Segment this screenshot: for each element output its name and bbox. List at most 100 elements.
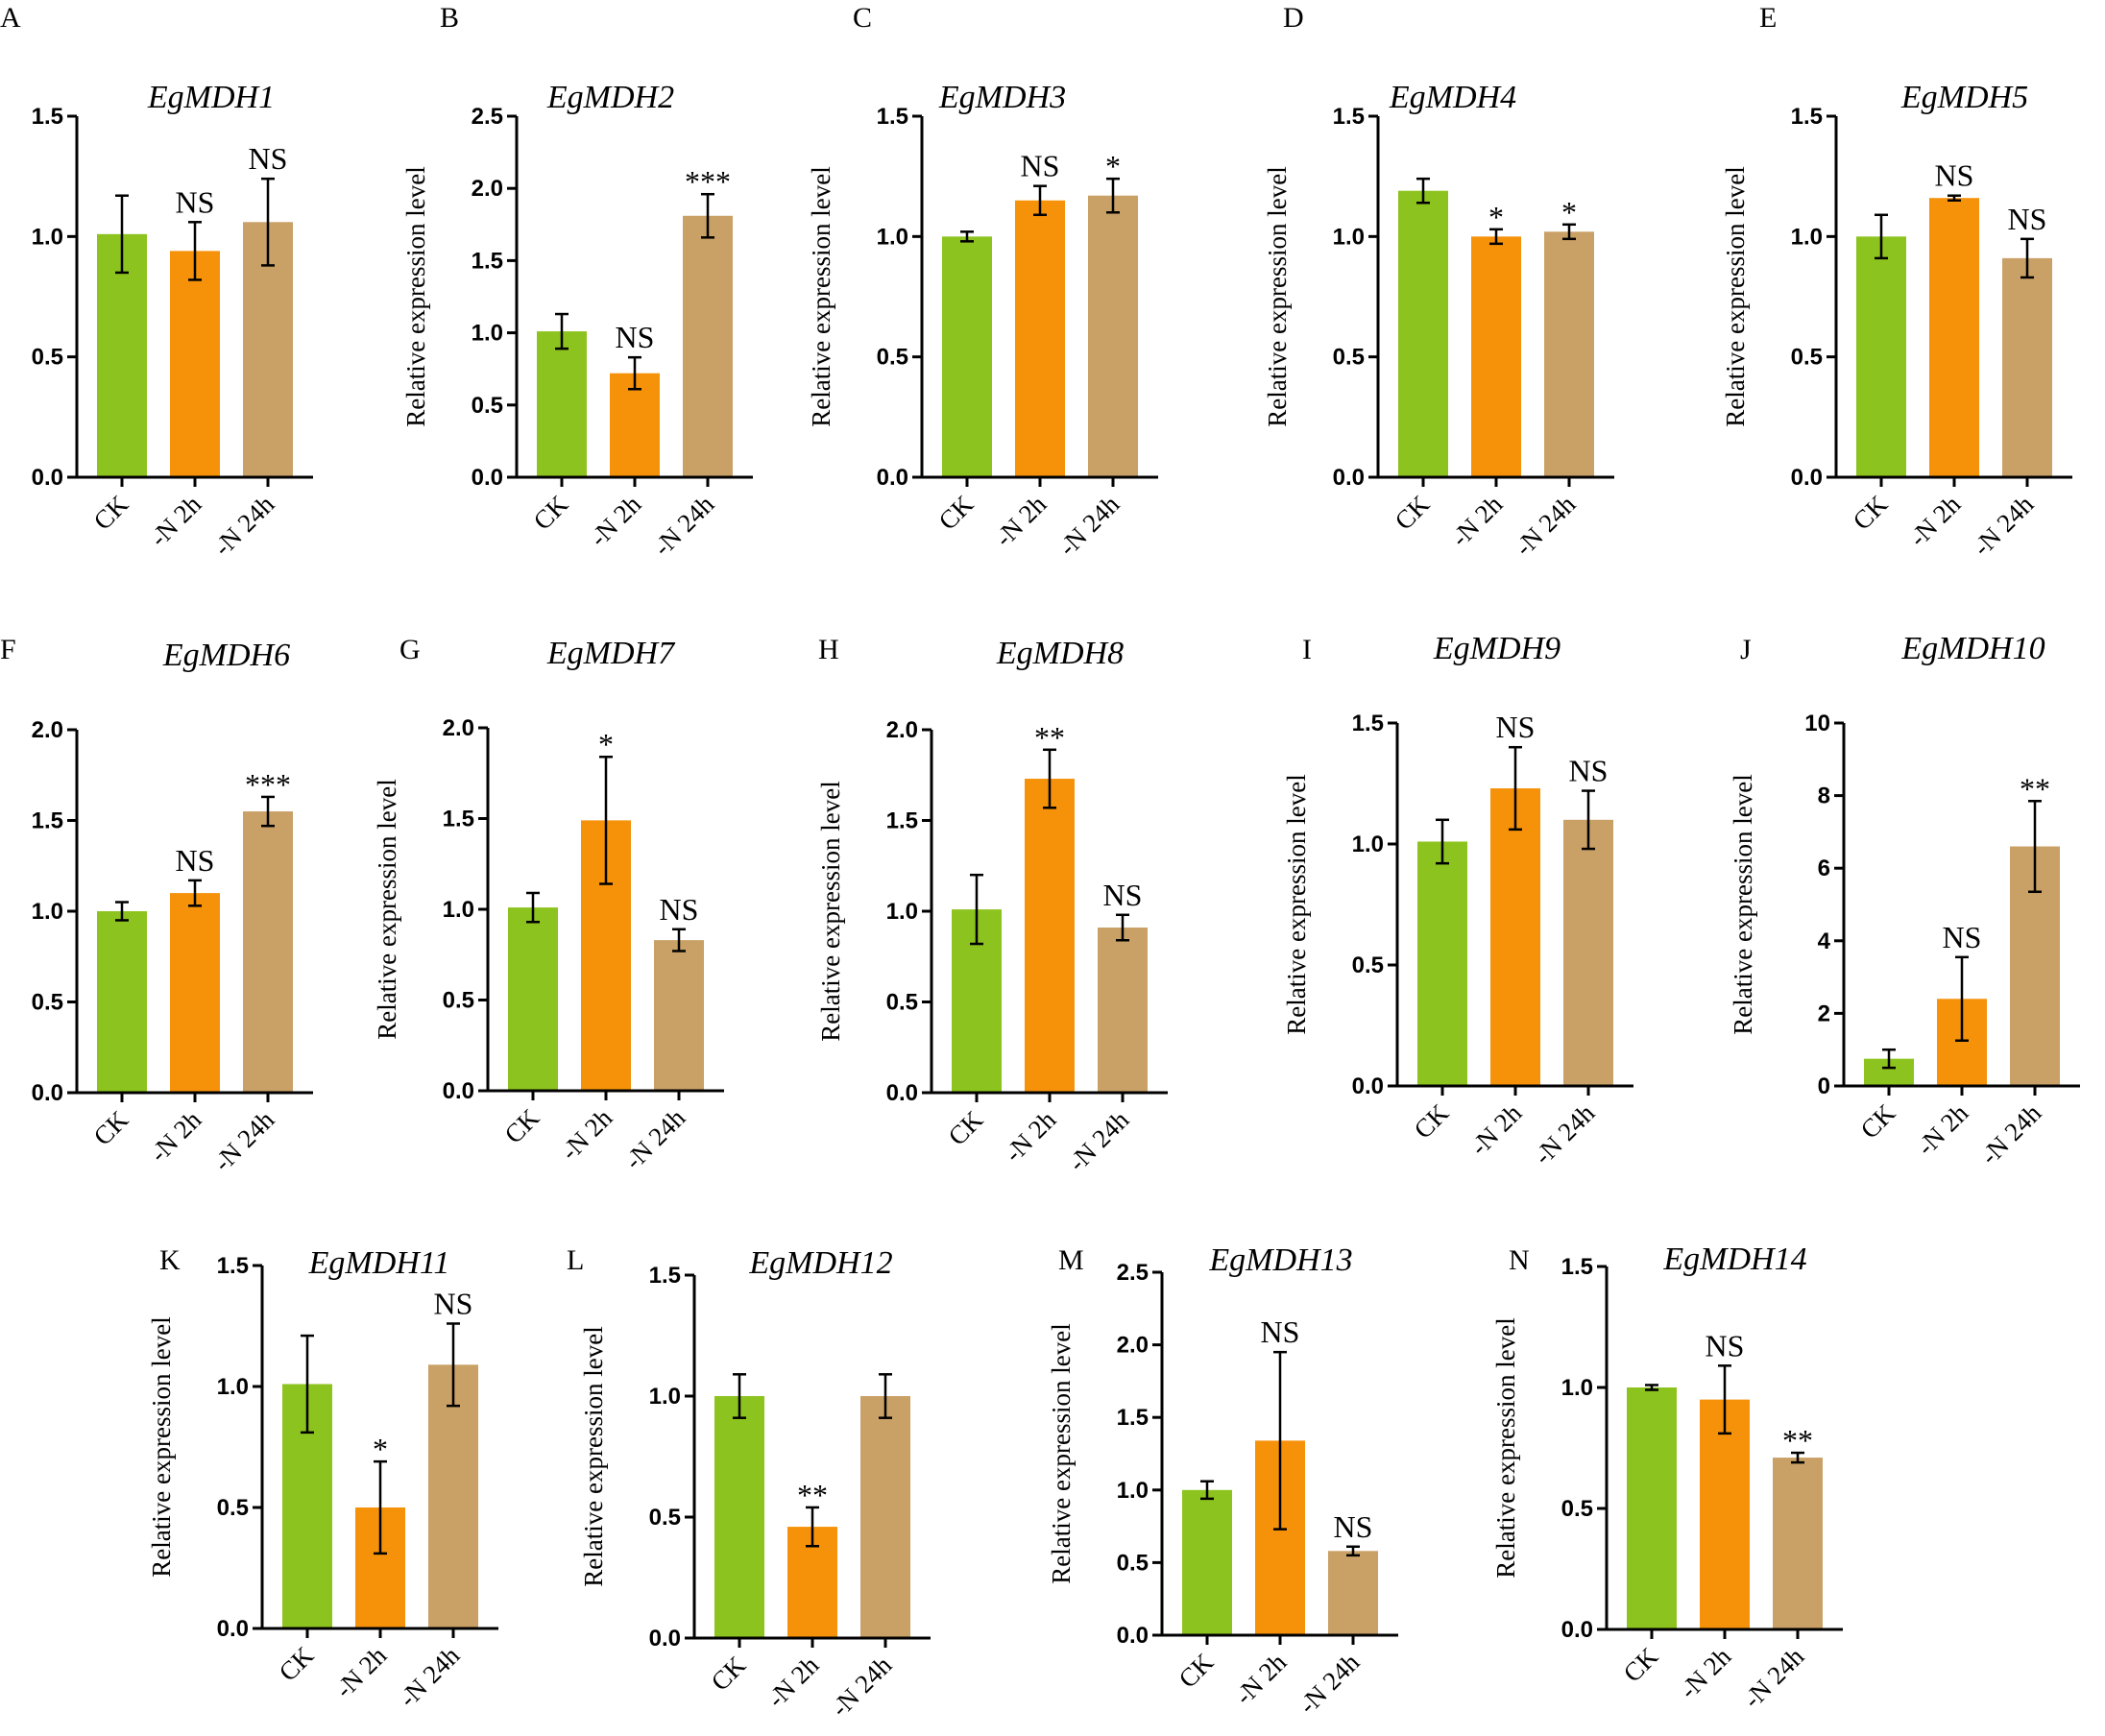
y-tick-label: 6	[1818, 856, 1830, 881]
category-label: CK	[943, 1105, 989, 1151]
y-axis-label: Relative expression level	[1282, 774, 1311, 1034]
category-label: -N 2h	[329, 1641, 393, 1704]
y-tick-label: 1.0	[877, 224, 908, 250]
chart-panel-H: H EgMDH8 Relative expression level CK ** -N 2…	[816, 634, 1168, 1177]
y-tick-label: 0.5	[217, 1495, 249, 1521]
significance-label: **	[797, 1478, 828, 1512]
bar	[1398, 190, 1448, 477]
category-label: -N 24h	[1967, 490, 2039, 562]
y-tick-label: 0.5	[1333, 345, 1365, 371]
bar	[1025, 779, 1075, 1093]
category-label: -N 24h	[207, 490, 279, 562]
significance-label: *	[598, 727, 614, 761]
y-axis-label: Relative expression level	[147, 1316, 176, 1577]
significance-label: NS	[176, 843, 215, 878]
chart-panel-E: E EgMDH5 Relative expression level CK NS -N 2…	[1721, 2, 2072, 562]
category-label: CK	[1855, 1098, 1901, 1145]
significance-label: NS	[1935, 158, 1974, 193]
y-axis-label: Relative expression level	[401, 166, 430, 426]
y-tick-label: 1.5	[443, 807, 474, 832]
bar	[1929, 198, 1979, 477]
chart-title: EgMDH1	[147, 80, 275, 115]
chart-title: EgMDH11	[308, 1245, 450, 1281]
significance-label: NS	[249, 141, 288, 176]
category-label: -N 2h	[762, 1651, 825, 1714]
bar	[1417, 841, 1467, 1086]
chart-title: EgMDH7	[546, 636, 676, 671]
category-label: -N 24h	[207, 1105, 279, 1177]
y-tick-label: 1.0	[32, 224, 63, 250]
category-label: CK	[1848, 490, 1894, 536]
category-label: -N 24h	[1509, 490, 1581, 562]
chart-title: EgMDH6	[162, 638, 290, 673]
chart-title: EgMDH3	[938, 80, 1066, 115]
panel-letter: J	[1740, 634, 1752, 665]
bar	[683, 215, 733, 477]
category-label: -N 2h	[144, 490, 207, 553]
category-label: -N 2h	[584, 490, 647, 553]
y-tick-label: 0.5	[877, 345, 908, 371]
chart-title: EgMDH2	[546, 80, 674, 115]
y-tick-label: 1.5	[877, 104, 908, 130]
bar	[1773, 1458, 1823, 1629]
y-tick-label: 1.5	[32, 808, 63, 834]
bar	[97, 233, 147, 477]
bar	[610, 373, 660, 477]
y-tick-label: 2.5	[1117, 1260, 1149, 1286]
y-tick-label: 0	[1818, 1073, 1830, 1099]
y-tick-label: 1.0	[1561, 1375, 1593, 1401]
category-label: -N 2h	[1464, 1098, 1528, 1162]
panel-letter: L	[567, 1244, 584, 1276]
category-label: CK	[933, 490, 980, 536]
bar	[1490, 788, 1540, 1086]
y-tick-label: 1.0	[1791, 224, 1823, 250]
chart-panel-C: C EgMDH3 Relative expression level CK NS -N 2…	[807, 2, 1158, 562]
category-label: -N 2h	[1674, 1642, 1737, 1705]
bar	[2002, 257, 2052, 477]
panel-letter: C	[853, 2, 872, 34]
chart-panel-G: G EgMDH7 Relative expression level CK * -N 2h…	[373, 634, 724, 1175]
bar	[714, 1396, 764, 1638]
y-tick-label: 1.5	[472, 248, 503, 274]
significance-label: NS	[2008, 202, 2047, 236]
y-tick-label: 0.5	[1791, 345, 1823, 371]
y-tick-label: 0.0	[1352, 1073, 1384, 1099]
y-tick-label: 1.5	[1333, 104, 1365, 130]
category-label: -N 2h	[1911, 1098, 1974, 1162]
significance-label: NS	[1261, 1314, 1300, 1349]
chart-panel-K: K EgMDH11 Relative expression level CK * -N 2…	[147, 1244, 498, 1713]
y-tick-label: 1.0	[649, 1384, 681, 1410]
y-tick-label: 0.0	[1791, 465, 1823, 491]
significance-label: NS	[660, 892, 699, 927]
bar	[654, 940, 704, 1091]
y-tick-label: 1.0	[886, 899, 918, 925]
y-tick-label: 2.0	[443, 715, 474, 741]
panel-letter: B	[440, 2, 459, 34]
category-label: CK	[706, 1651, 752, 1697]
bar	[1563, 819, 1613, 1086]
y-axis-label: Relative expression level	[1263, 166, 1292, 426]
significance-label: *	[1488, 200, 1504, 234]
category-label: CK	[1618, 1642, 1664, 1688]
y-tick-label: 4	[1818, 928, 1831, 954]
y-tick-label: 2.0	[32, 717, 63, 743]
y-tick-label: 0.0	[1561, 1617, 1593, 1643]
y-tick-label: 0.5	[886, 990, 918, 1016]
bar	[1700, 1399, 1750, 1629]
bar	[1015, 200, 1065, 477]
chart-title: EgMDH5	[1900, 80, 2028, 115]
significance-label: NS	[1496, 710, 1536, 744]
y-tick-label: 0.5	[649, 1505, 681, 1531]
y-axis-label: Relative expression level	[579, 1326, 608, 1586]
y-tick-label: 1.0	[1333, 224, 1365, 250]
chart-panel-I: I EgMDH9 Relative expression level CK NS -N 2…	[1282, 631, 1633, 1170]
panel-letter: E	[1759, 2, 1777, 34]
chart-title: EgMDH14	[1662, 1242, 1806, 1277]
y-tick-label: 1.0	[472, 321, 503, 347]
significance-label: **	[1782, 1423, 1813, 1458]
y-axis-label: Relative expression level	[1721, 166, 1750, 426]
significance-label: NS	[616, 320, 655, 354]
panel-letter: A	[0, 2, 21, 34]
